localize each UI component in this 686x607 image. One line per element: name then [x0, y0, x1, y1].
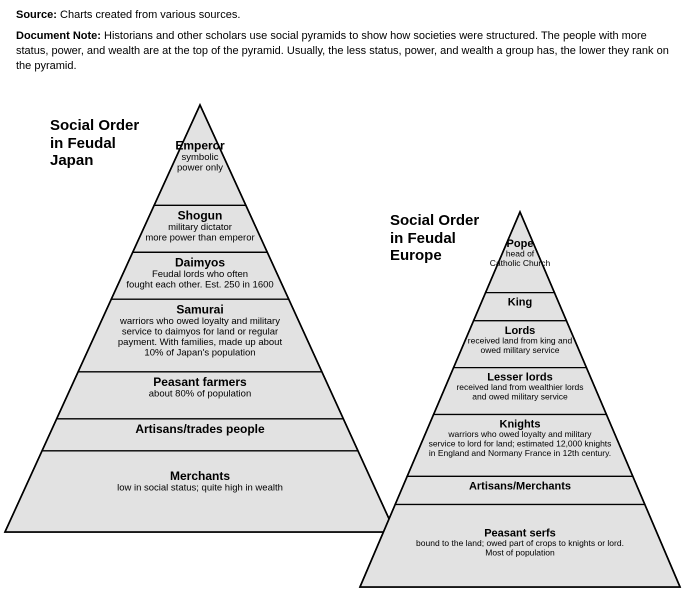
note-text: Historians and other scholars use social… — [16, 30, 669, 72]
layer-desc: low in social status; quite high in weal… — [117, 483, 283, 494]
header-block: Source: Charts created from various sour… — [0, 0, 686, 77]
layer-desc: service to lord for land; estimated 12,0… — [429, 439, 612, 449]
layer-title: Emperor — [175, 139, 225, 153]
layer-desc: and owed military service — [472, 392, 568, 402]
layer-title: Merchants — [170, 469, 230, 483]
layer-desc: service to daimyos for land or regular — [122, 327, 278, 338]
layer-desc: Most of population — [485, 548, 555, 558]
layer-desc: about 80% of population — [149, 389, 251, 400]
layer-desc: Feudal lords who often — [152, 269, 248, 280]
pyramid-europe: Popehead ofCatholic ChurchKingLordsrecei… — [355, 197, 685, 597]
source-line: Source: Charts created from various sour… — [16, 8, 670, 23]
layer-desc: payment. With families, made up about — [118, 337, 283, 348]
layer-desc: received land from wealthier lords — [456, 383, 583, 393]
layer-desc: 10% of Japan's population — [144, 348, 255, 359]
layer-desc: symbolic — [182, 153, 219, 164]
layer-title: King — [508, 297, 532, 309]
pyramids-area: Social Orderin FeudalJapan Emperorsymbol… — [0, 77, 686, 607]
layer-desc: bound to the land; owed part of crops to… — [416, 538, 624, 548]
layer-desc: fought each other. Est. 250 in 1600 — [126, 280, 273, 291]
layer-title: Artisans/trades people — [135, 422, 265, 436]
layer-desc: power only — [177, 163, 223, 174]
layer-title: Samurai — [176, 303, 223, 317]
layer-desc: warriors who owed loyalty and military — [119, 316, 280, 327]
layer-title: Peasant farmers — [153, 375, 247, 389]
layer-desc: received land from king and — [468, 336, 573, 346]
layer-desc: owed military service — [481, 345, 560, 355]
layer-desc: warriors who owed loyalty and military — [447, 429, 592, 439]
note-label: Document Note: — [16, 30, 101, 42]
pyramid-japan: Emperorsymbolicpower only Shogunmilitary … — [0, 87, 400, 547]
layer-title: Shogun — [178, 209, 223, 223]
layer-desc: more power than emperor — [145, 233, 254, 244]
source-text: Charts created from various sources. — [60, 9, 240, 21]
layer-desc: head of — [506, 249, 535, 259]
source-label: Source: — [16, 9, 57, 21]
layer-desc: military dictator — [168, 222, 232, 233]
layer-title: Artisans/Merchants — [469, 481, 571, 493]
layer-desc: in England and Normany France in 12th ce… — [429, 448, 611, 458]
layer-title: Daimyos — [175, 256, 225, 270]
note-line: Document Note: Historians and other scho… — [16, 29, 670, 74]
